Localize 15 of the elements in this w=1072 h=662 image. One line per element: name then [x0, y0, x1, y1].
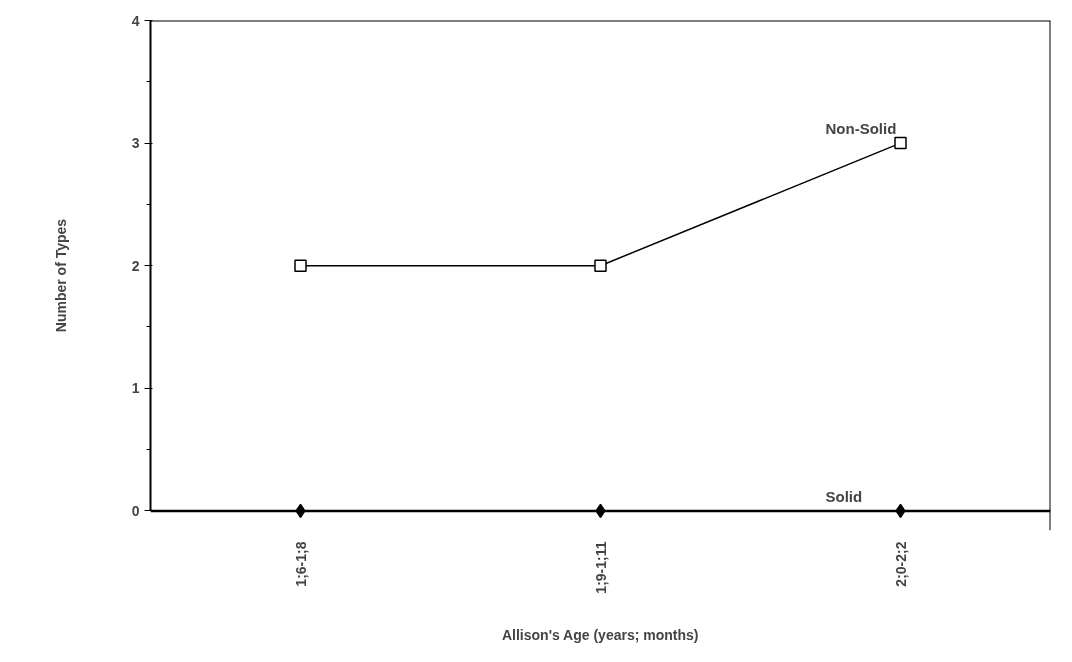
point [294, 259, 307, 272]
y-tick-label: 3 [131, 135, 140, 152]
text: Solid [825, 487, 863, 505]
y-axis-title: Number of Types [52, 218, 69, 333]
y-tick-label: 1 [131, 380, 140, 397]
x-tick-label: 2;0-2;2 [892, 541, 909, 587]
x-tick-label: 1;9-1;11 [592, 541, 609, 594]
y-tick-label: 0 [131, 502, 140, 519]
x-axis-title: Allison's Age (years; months) [501, 626, 699, 643]
x-tick-label: 1;6-1;8 [292, 541, 309, 587]
point [894, 136, 907, 150]
point [594, 259, 607, 272]
y-tick-label: 4 [131, 12, 140, 29]
y-tick-label: 2 [131, 257, 140, 274]
series-label: Non-Solid [825, 120, 897, 138]
